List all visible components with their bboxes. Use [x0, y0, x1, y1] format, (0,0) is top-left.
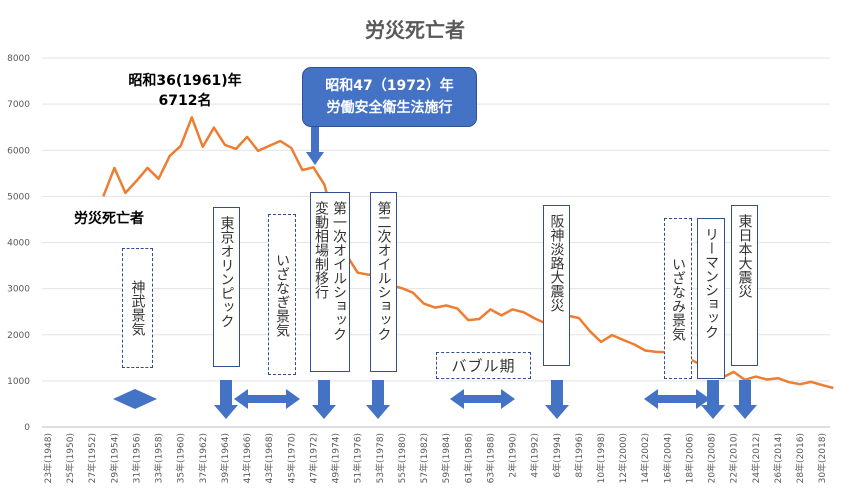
x-tick-label: 28年(2016) — [794, 433, 806, 483]
x-tick-label: 33年(1958) — [153, 433, 165, 483]
x-tick-label: 6年(1994) — [551, 433, 563, 478]
x-tick-label: 12年(2000) — [617, 433, 629, 483]
y-tick-label: 7000 — [7, 100, 30, 110]
annotation-oil-shock-1: 第一次オイルショック 変動相場制移行 — [310, 192, 350, 372]
down-arrow-icon — [366, 380, 390, 419]
x-tick-label: 30年(2018) — [816, 433, 828, 483]
annotation-lehman: リーマンショック — [697, 218, 725, 379]
x-tick-label: 14年(2002) — [639, 433, 651, 483]
series-label: 労災死亡者 — [74, 211, 144, 227]
x-tick-label: 20年(2008) — [706, 433, 718, 483]
double-arrow-icon — [234, 389, 300, 409]
x-tick-label: 23年(1948) — [42, 433, 54, 483]
peak-label-year: 昭和36(1961)年 — [128, 73, 242, 89]
chart-title: 労災死亡者 — [365, 18, 465, 42]
x-tick-label: 63年(1988) — [484, 433, 496, 483]
x-tick-label: 18年(2006) — [683, 433, 695, 483]
annotation-hanshin: 阪神淡路大震災 — [543, 205, 570, 366]
y-tick-label: 8000 — [7, 54, 30, 64]
double-arrow-icon — [644, 389, 710, 409]
x-tick-label: 2年(1990) — [507, 433, 519, 478]
x-tick-label: 43年(1968) — [263, 433, 275, 483]
x-tick-label: 59年(1984) — [440, 433, 452, 483]
x-tick-label: 4年(1992) — [529, 433, 541, 478]
y-tick-label: 3000 — [7, 285, 30, 295]
x-tick-label: 41年(1966) — [241, 433, 253, 483]
y-tick-label: 0 — [24, 423, 30, 433]
x-tick-label: 31年(1956) — [130, 433, 142, 483]
down-arrow-icon — [312, 380, 336, 419]
annotation-oil-shock-2: 第二次オイルショック — [370, 192, 397, 372]
x-tick-label: 61年(1986) — [462, 433, 474, 483]
annotation-izanagi: いざなぎ景気 — [268, 214, 296, 375]
x-tick-label: 49年(1974) — [330, 433, 342, 483]
x-tick-label: 35年(1960) — [175, 433, 187, 483]
callout-arrow-icon — [306, 127, 324, 165]
x-tick-label: 26年(2014) — [772, 433, 784, 483]
x-tick-label: 57年(1982) — [418, 433, 430, 483]
x-tick-label: 27年(1952) — [86, 433, 98, 483]
x-tick-label: 25年(1950) — [64, 433, 76, 483]
callout-safety-law: 昭和47（1972）年 労働安全衛生法施行 — [302, 67, 477, 127]
down-arrow-icon — [545, 380, 569, 419]
annotation-higashi-nihon: 東日本大震災 — [731, 205, 758, 366]
y-tick-label: 5000 — [7, 192, 30, 202]
y-tick-label: 1000 — [7, 377, 30, 387]
y-tick-label: 2000 — [7, 331, 30, 341]
x-tick-label: 10年(1998) — [595, 433, 607, 483]
x-tick-label: 53年(1978) — [374, 433, 386, 483]
x-tick-label: 37年(1962) — [197, 433, 209, 483]
x-tick-label: 55年(1980) — [396, 433, 408, 483]
peak-label-value: 6712名 — [158, 93, 212, 109]
callout-line1: 昭和47（1972）年 — [325, 78, 454, 94]
down-arrow-icon — [214, 380, 238, 419]
y-tick-label: 6000 — [7, 146, 30, 156]
x-tick-label: 51年(1976) — [352, 433, 364, 483]
down-arrow-icon — [733, 380, 757, 419]
annotation-jinmu: 神武景気 — [122, 248, 153, 368]
x-tick-label: 16年(2004) — [661, 433, 673, 483]
double-arrow-icon — [450, 389, 515, 409]
x-tick-label: 47年(1972) — [307, 433, 319, 483]
diamond-arrow-icon — [113, 389, 157, 409]
x-tick-label: 22年(2010) — [728, 433, 740, 483]
down-arrow-icon — [701, 380, 725, 419]
x-tick-label: 45年(1970) — [285, 433, 297, 483]
annotation-izanami: いざなみ景気 — [664, 218, 692, 379]
x-tick-label: 29年(1954) — [108, 433, 120, 483]
annotation-tokyo-olympic: 東京オリンピック — [213, 207, 240, 367]
x-tick-label: 24年(2012) — [750, 433, 762, 483]
x-tick-label: 8年(1996) — [573, 433, 585, 478]
y-tick-label: 4000 — [7, 239, 30, 249]
annotation-bubble: バブル期 — [436, 352, 531, 379]
x-tick-label: 39年(1964) — [219, 433, 231, 483]
callout-line2: 労働安全衛生法施行 — [326, 100, 453, 116]
